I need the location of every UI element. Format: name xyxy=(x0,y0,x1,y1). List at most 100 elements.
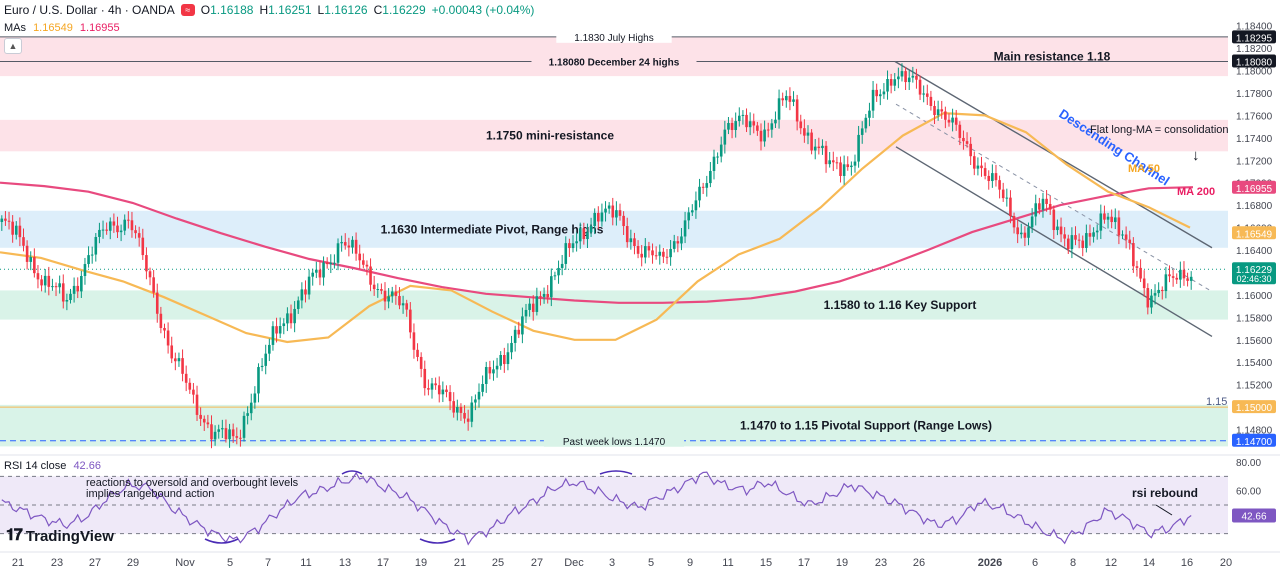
candle-body xyxy=(1085,233,1088,248)
candle-body xyxy=(597,212,600,222)
candle-body xyxy=(531,303,535,312)
candle-body xyxy=(242,415,246,438)
candle-body xyxy=(560,263,564,268)
candle-body xyxy=(398,296,401,306)
candle-body xyxy=(582,228,586,240)
candle-body xyxy=(362,260,365,265)
candle-body xyxy=(1142,278,1146,289)
candle-body xyxy=(553,275,557,277)
rsi-rebound-arrow xyxy=(1155,504,1173,516)
zone-band xyxy=(0,119,1228,152)
candle-body xyxy=(1030,216,1034,228)
candle-body xyxy=(633,238,636,247)
time-tick-label: 26 xyxy=(913,557,925,569)
candle-body xyxy=(831,160,835,163)
candle-body xyxy=(1019,232,1023,235)
tradingview-logo[interactable]: 𝟏𝟕 TradingView xyxy=(6,527,114,545)
candle-body xyxy=(864,117,868,129)
time-tick-label: 27 xyxy=(531,557,543,569)
candle-body xyxy=(116,225,119,233)
candle-body xyxy=(1168,274,1171,277)
candle-body xyxy=(130,220,134,231)
candle-body xyxy=(372,284,376,290)
candle-body xyxy=(33,257,36,274)
candle-body xyxy=(517,329,521,335)
candle-body xyxy=(694,200,698,211)
candle-body xyxy=(889,79,893,86)
candle-body xyxy=(481,383,484,392)
candle-body xyxy=(47,275,51,287)
candle-body xyxy=(343,242,347,246)
candle-body xyxy=(477,391,481,400)
price-tick-label: 1.16000 xyxy=(1236,291,1273,302)
candle-body xyxy=(853,161,857,166)
price-tag xyxy=(1232,262,1276,285)
candle-body xyxy=(589,226,593,233)
candle-body xyxy=(340,242,343,244)
candle-body xyxy=(795,99,799,122)
candle-body xyxy=(958,124,962,138)
candle-body xyxy=(7,220,11,222)
candle-body xyxy=(528,303,531,310)
candle-body xyxy=(192,389,195,395)
ma200-line xyxy=(0,181,1194,304)
rsi-rebound-label: rsi rebound xyxy=(1132,486,1198,500)
ma-legend[interactable]: MAs 1.16549 1.16955 xyxy=(4,22,120,34)
candle-body xyxy=(972,156,976,169)
candle-body xyxy=(625,226,629,243)
price-tick-label: 1.15200 xyxy=(1236,381,1273,392)
candle-body xyxy=(260,365,264,368)
candle-body xyxy=(770,123,774,130)
time-tick-label: 27 xyxy=(89,557,101,569)
time-tick-label: 21 xyxy=(454,557,466,569)
time-tick-label: 14 xyxy=(1143,557,1155,569)
candle-body xyxy=(448,392,452,402)
collapse-legend-icon[interactable]: ▲ xyxy=(4,38,22,54)
time-tick-label: 12 xyxy=(1105,557,1117,569)
candle-body xyxy=(792,99,795,102)
rsi-legend[interactable]: RSI 14 close 42.66 xyxy=(4,460,101,472)
market-status-icon[interactable]: ≈ xyxy=(180,4,195,16)
rsi-tag-label: 42.66 xyxy=(1241,512,1266,523)
candle-body xyxy=(705,183,709,188)
candle-body xyxy=(658,251,662,256)
candle-body xyxy=(1139,267,1142,279)
candle-body xyxy=(1045,198,1048,204)
candle-body xyxy=(1189,276,1193,281)
zone-label: 1.1470 to 1.15 Pivotal Support (Range Lo… xyxy=(740,419,992,433)
candle-body xyxy=(347,245,351,248)
time-tick-label: 15 xyxy=(760,557,772,569)
rsi-tag xyxy=(1232,508,1276,523)
candle-body xyxy=(925,93,929,97)
candle-body xyxy=(759,130,763,142)
price-tag-label: 1.16955 xyxy=(1236,184,1273,195)
candle-body xyxy=(936,109,940,116)
ohlc-change: +0.00043 (+0.04%) xyxy=(431,3,535,17)
candle-body xyxy=(1099,213,1103,231)
candle-body xyxy=(900,71,904,77)
candle-body xyxy=(947,119,951,123)
zone-label: 1.1580 to 1.16 Key Support xyxy=(824,298,977,312)
candle-body xyxy=(286,313,289,324)
rsi-legend-label: RSI 14 close xyxy=(4,460,67,472)
candle-body xyxy=(647,246,651,251)
candle-body xyxy=(296,300,300,309)
candle-body xyxy=(202,418,206,423)
candle-body xyxy=(1132,243,1135,267)
candle-body xyxy=(282,323,286,327)
symbol-title[interactable]: Euro / U.S. Dollar · 4h · OANDA xyxy=(4,3,175,17)
candle-body xyxy=(1150,295,1153,308)
candle-body xyxy=(437,385,441,395)
candle-body xyxy=(25,245,29,262)
candle-body xyxy=(951,117,954,123)
candle-body xyxy=(184,373,188,383)
candle-body xyxy=(289,313,293,324)
candle-body xyxy=(1038,203,1041,210)
ma50-label: MA 50 xyxy=(1128,163,1160,175)
candle-body xyxy=(257,367,260,394)
candle-body xyxy=(918,79,922,95)
candle-body xyxy=(842,164,846,176)
candle-body xyxy=(991,173,994,182)
candle-body xyxy=(228,429,231,440)
